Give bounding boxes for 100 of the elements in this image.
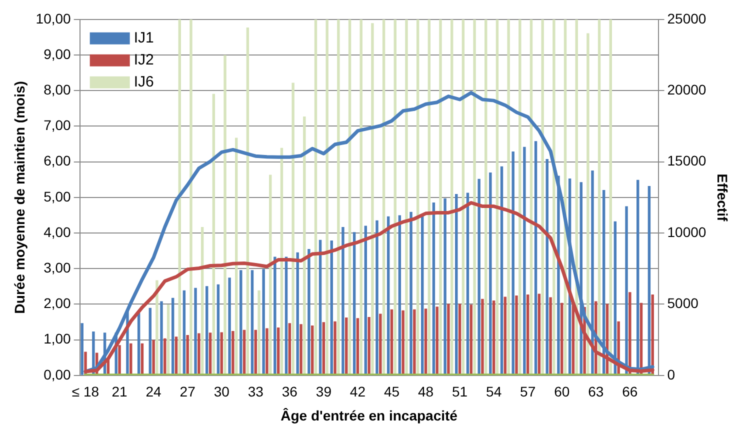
bar: [262, 269, 265, 375]
bar: [560, 302, 564, 375]
bar: [274, 256, 276, 375]
bar: [228, 278, 231, 375]
bar: [470, 304, 472, 375]
bar: [523, 146, 526, 375]
bar: [240, 270, 242, 375]
bar: [288, 323, 292, 375]
x-tick-label: 30: [214, 384, 230, 400]
y-tick-label: 6,00: [44, 152, 72, 169]
y2-tick-label: 0: [667, 366, 676, 382]
y2-axis-title: Effectif: [714, 174, 731, 222]
bar: [356, 318, 360, 375]
bar: [496, 19, 499, 375]
bar: [303, 116, 306, 375]
bar: [473, 19, 476, 375]
bar: [258, 290, 260, 375]
bar: [152, 340, 155, 375]
bar: [148, 308, 152, 375]
bar: [424, 308, 428, 375]
bar: [541, 19, 544, 375]
y2-tick-label: 5000: [667, 295, 699, 312]
bar: [492, 300, 496, 375]
bar: [413, 309, 416, 375]
y-tick-label: 3,00: [44, 259, 72, 276]
bar: [484, 19, 488, 375]
bar: [322, 322, 326, 375]
bar: [405, 19, 408, 375]
x-tick-label: 54: [486, 384, 502, 400]
bar: [534, 141, 538, 375]
legend-label: IJ1: [134, 30, 154, 47]
y2-tick-label: 20000: [667, 81, 706, 98]
bar: [334, 321, 336, 375]
bar: [246, 28, 250, 375]
bar: [478, 178, 480, 375]
bar: [450, 19, 454, 375]
y-tick-label: 0,00: [44, 366, 72, 382]
bar: [575, 19, 578, 375]
bar: [337, 19, 340, 375]
bar: [160, 301, 163, 375]
x-tick-label: 27: [180, 384, 196, 400]
y-tick-label: 8,00: [44, 81, 72, 98]
y-tick-label: 9,00: [44, 46, 72, 62]
bar: [326, 19, 328, 375]
bar: [439, 19, 442, 375]
x-tick-label: 24: [146, 384, 162, 400]
bar: [526, 294, 530, 375]
y2-tick-label: 10000: [667, 224, 706, 240]
bar: [512, 152, 514, 375]
bar: [371, 23, 374, 375]
bar: [410, 212, 412, 375]
bar: [186, 334, 189, 375]
bar: [428, 19, 431, 375]
x-tick-label: 42: [350, 384, 366, 400]
bar: [206, 286, 208, 375]
x-tick-label: 60: [554, 384, 570, 400]
bar: [190, 19, 192, 375]
bar: [250, 270, 254, 375]
bar: [198, 333, 200, 375]
y2-tick-label: 15000: [667, 152, 706, 169]
bar: [436, 306, 438, 375]
bar: [360, 19, 362, 375]
bar: [376, 220, 378, 375]
bar: [194, 288, 197, 375]
bar: [500, 166, 504, 375]
y-tick-label: 4,00: [44, 224, 72, 240]
bar: [308, 248, 310, 375]
bar: [220, 332, 223, 375]
bar: [390, 309, 394, 375]
bar: [368, 317, 370, 375]
bar: [552, 19, 556, 375]
bar: [156, 280, 158, 375]
x-tick-label: 45: [384, 384, 400, 400]
bar: [296, 252, 299, 375]
y-tick-label: 10,00: [36, 10, 72, 26]
bar: [314, 19, 318, 375]
bar: [266, 328, 268, 375]
bar: [402, 310, 404, 375]
bar: [504, 296, 507, 375]
bar: [481, 298, 484, 375]
bar: [458, 304, 462, 375]
x-tick-label: 66: [622, 384, 638, 400]
bar: [300, 324, 302, 375]
bar: [421, 215, 424, 375]
x-tick-label: ≤ 18: [72, 384, 100, 400]
x-tick-label: 21: [112, 384, 128, 400]
bar: [586, 33, 590, 375]
x-tick-label: 57: [520, 384, 536, 400]
bar: [515, 296, 518, 375]
y-tick-label: 7,00: [44, 117, 72, 134]
bar: [549, 297, 552, 375]
x-tick-label: 36: [282, 384, 298, 400]
bar: [447, 304, 450, 375]
x-tick-label: 51: [452, 384, 468, 400]
x-tick-label: 39: [316, 384, 332, 400]
x-tick-label: 48: [418, 384, 434, 400]
y-tick-label: 1,00: [44, 330, 72, 347]
y-tick-label: 2,00: [44, 295, 72, 312]
bar: [292, 82, 294, 375]
bar: [224, 55, 226, 375]
